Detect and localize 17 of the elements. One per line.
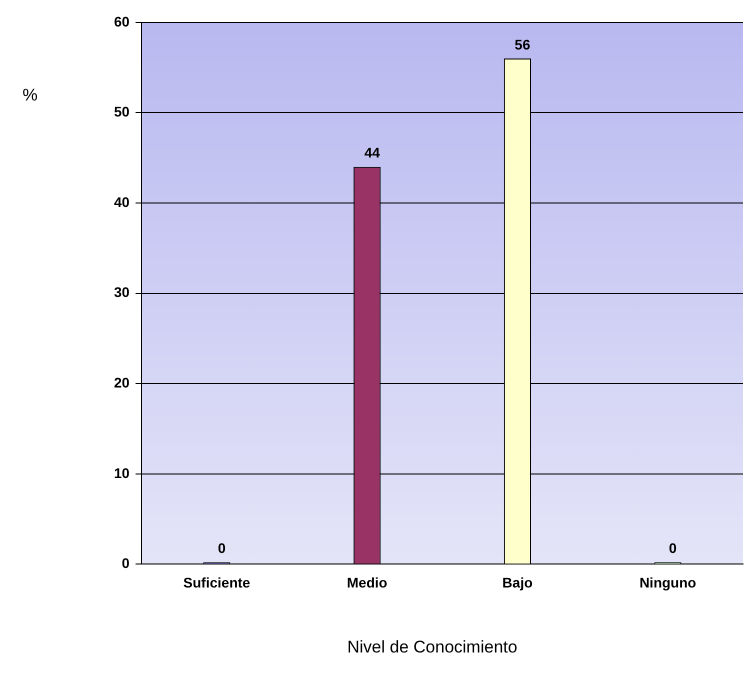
x-tick-label: Suficiente	[183, 574, 250, 590]
data-label: 0	[668, 540, 677, 556]
y-tick-label: 50	[114, 104, 130, 120]
x-axis-title: Nivel de Conocimiento	[347, 638, 518, 657]
data-label: 0	[218, 540, 226, 556]
x-tick-label: Medio	[346, 574, 388, 590]
y-tick-label: 20	[114, 374, 130, 390]
y-tick-label: 60	[114, 13, 130, 30]
x-tick-label: Bajo	[502, 574, 533, 590]
y-tick-label: 40	[114, 194, 130, 210]
y-tick-label: 10	[114, 464, 130, 481]
y-tick-label: 30	[114, 284, 130, 300]
data-label: 44	[364, 144, 380, 161]
y-tick-label: 0	[122, 555, 130, 572]
y-axis-title: %	[22, 86, 38, 105]
x-tick-label: Ninguno	[639, 574, 696, 590]
data-label: 56	[514, 36, 530, 52]
